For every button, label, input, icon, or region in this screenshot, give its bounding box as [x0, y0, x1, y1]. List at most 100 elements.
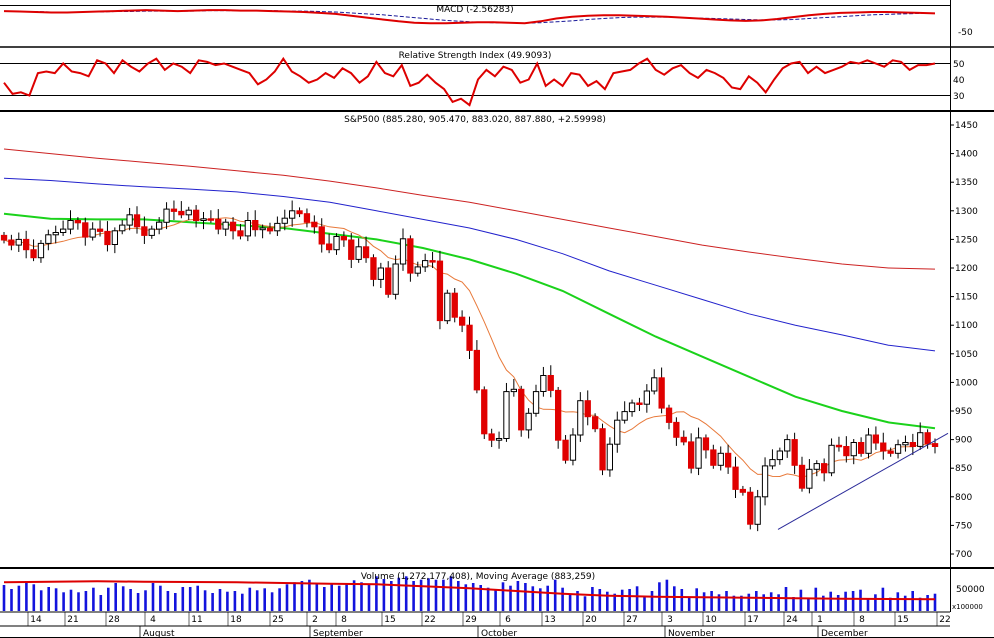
price-tick-label: 1250	[955, 235, 978, 245]
candle	[200, 211, 207, 230]
volume-bar	[866, 598, 870, 611]
candle	[451, 288, 458, 323]
volume-bar	[576, 591, 579, 611]
candle	[104, 221, 111, 252]
candle	[193, 205, 200, 228]
candle	[67, 210, 74, 235]
candle	[422, 253, 429, 273]
candle	[222, 218, 229, 236]
volume-bar	[591, 587, 594, 611]
candle	[673, 417, 680, 446]
day-tick-label: 18	[230, 615, 242, 625]
candle	[621, 401, 628, 424]
candle	[732, 456, 739, 498]
candle	[843, 436, 850, 463]
month-tick-label: September	[313, 629, 363, 638]
candle	[96, 220, 104, 237]
volume-bar	[151, 583, 155, 611]
volume-bar	[732, 595, 736, 611]
candle	[858, 437, 865, 457]
price-title: S&P500 (885.280, 905.470, 883.020, 887.8…	[344, 115, 606, 125]
price-tick-label: 1050	[955, 350, 978, 360]
volume-bar	[844, 591, 847, 611]
volume-bar	[84, 591, 88, 611]
candle	[259, 224, 266, 239]
candle	[370, 254, 377, 287]
volume-bar	[836, 595, 840, 611]
volume-bar	[568, 593, 572, 611]
volume-bar	[725, 591, 728, 611]
volume-bar	[337, 585, 341, 611]
volume-bar	[211, 593, 214, 611]
volume-bar	[308, 579, 311, 611]
volume-bar	[330, 583, 333, 611]
candle	[821, 458, 828, 482]
candle	[429, 251, 436, 268]
candle	[776, 447, 784, 465]
volume-bar	[851, 591, 855, 611]
volume-bar	[777, 594, 780, 611]
volume-bar	[702, 592, 706, 611]
day-tick-label: 15	[897, 615, 908, 625]
candle	[15, 232, 22, 252]
candle	[229, 217, 237, 240]
volume-bar	[650, 591, 654, 611]
day-tick-label: 1	[817, 615, 823, 625]
volume-bar	[680, 589, 684, 611]
volume-bar	[166, 591, 170, 611]
volume-panel: Volume (1,272,177,408), Moving Average (…	[0, 567, 994, 613]
candle	[311, 215, 318, 234]
candle	[466, 316, 473, 359]
candle	[754, 489, 761, 532]
volume-bar	[226, 591, 229, 611]
price-tick-label: 1450	[955, 121, 978, 131]
volume-bar	[539, 588, 542, 611]
candle	[0, 231, 8, 244]
candle	[806, 459, 813, 494]
candle	[525, 408, 532, 439]
price-tick-label: 1000	[955, 378, 978, 388]
price-tick-label: 800	[955, 493, 972, 503]
volume-bar	[755, 591, 758, 611]
candle	[252, 210, 259, 237]
volume-bar	[918, 597, 922, 611]
candle	[148, 225, 155, 239]
volume-bar	[62, 592, 65, 611]
volume-bar	[390, 581, 393, 611]
month-tick-label: November	[668, 629, 715, 638]
candle	[392, 255, 399, 300]
candle	[23, 230, 30, 259]
candle	[695, 427, 702, 476]
volume-bar	[25, 581, 28, 611]
candle	[798, 456, 806, 492]
volume-bar	[99, 595, 103, 611]
candle	[414, 261, 421, 277]
volume-bar	[32, 584, 36, 611]
candle	[791, 432, 798, 474]
day-tick-label: 24	[786, 615, 798, 625]
candle	[887, 447, 894, 457]
candle	[651, 369, 658, 395]
price-tick-label: 850	[955, 464, 972, 474]
day-tick-label: 25	[272, 615, 283, 625]
month-tick-label: August	[143, 629, 175, 638]
volume-bar	[762, 594, 765, 611]
candle	[82, 217, 89, 246]
candle	[444, 289, 451, 325]
candle	[495, 431, 503, 449]
day-tick-label: 21	[67, 615, 78, 625]
candle	[473, 340, 481, 394]
volume-bar	[159, 585, 162, 611]
volume-bar	[47, 587, 50, 611]
candle	[769, 449, 776, 470]
price-tick-label: 1400	[955, 150, 978, 160]
volume-bar	[486, 587, 490, 611]
candle	[725, 444, 732, 474]
day-tick-label: 10	[705, 615, 717, 625]
rsi-title: Relative Strength Index (49.9093)	[399, 51, 552, 61]
candle	[377, 262, 385, 289]
volume-bar	[822, 595, 825, 611]
day-tick-label: 22	[939, 615, 950, 625]
candle	[318, 218, 325, 253]
volume-bar	[404, 576, 408, 611]
